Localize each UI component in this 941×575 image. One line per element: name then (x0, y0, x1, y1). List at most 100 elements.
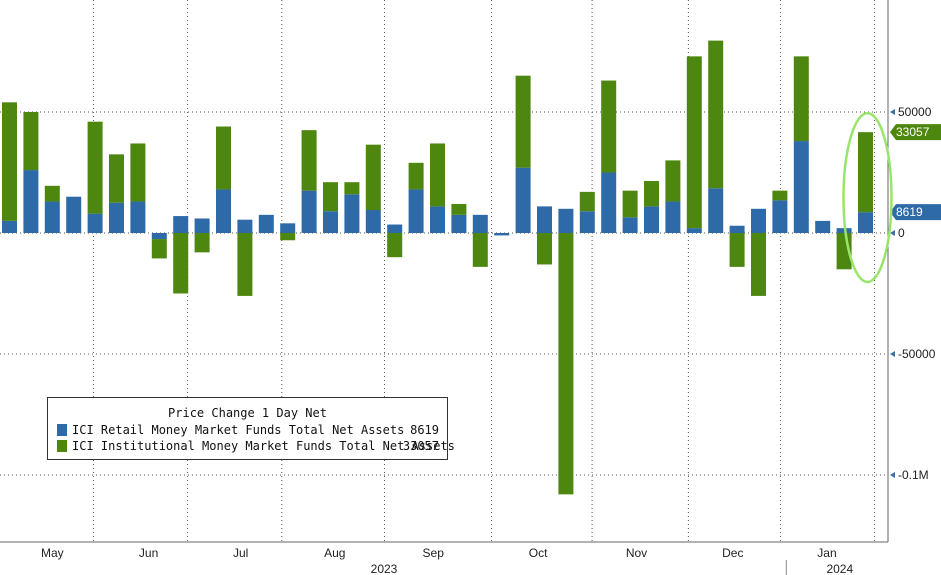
retail-bar (665, 201, 681, 233)
retail-bar (729, 225, 745, 233)
x-month-label: Dec (722, 546, 743, 560)
institutional-bar (365, 144, 381, 211)
institutional-bar (173, 233, 189, 294)
institutional-bar (665, 160, 681, 202)
institutional-bar (87, 121, 103, 214)
retail-bar (408, 189, 424, 233)
bars (2, 40, 873, 495)
institutional-bar (2, 102, 17, 221)
y-tick-label: -50000 (898, 347, 936, 361)
retail-swatch (57, 424, 67, 436)
institutional-bar (109, 154, 124, 203)
y-tick-label: 0 (898, 226, 905, 240)
legend-value-institutional: 33057 (402, 439, 439, 453)
retail-bar (686, 228, 702, 233)
y-tick-label: -0.1M (898, 468, 929, 482)
institutional-bar (708, 40, 724, 189)
retail-bar (451, 214, 467, 233)
institutional-bar (344, 182, 360, 195)
retail-bar (537, 206, 552, 233)
institutional-bar (44, 185, 60, 202)
institutional-bar (751, 233, 766, 296)
retail-bar (558, 208, 574, 233)
y-tick-marker (890, 351, 895, 357)
institutional-swatch (57, 440, 67, 452)
institutional-bar (472, 233, 488, 267)
legend-entry-institutional: ICI Institutional Money Market Funds Tot… (57, 439, 455, 454)
institutional-bar (601, 80, 617, 173)
x-month-label: Sep (423, 546, 445, 560)
y-tick-marker (890, 230, 895, 236)
retail-bar (44, 201, 60, 233)
institutional-bar (216, 126, 231, 190)
annotations: 8619 33057 (842, 111, 941, 284)
retail-bar (858, 212, 873, 233)
institutional-bar (23, 112, 39, 171)
retail-bar (772, 200, 788, 233)
institutional-bar (558, 233, 574, 495)
legend: Price Change 1 Day Net ICI Retail Money … (47, 397, 455, 460)
retail-bar (708, 188, 724, 233)
institutional-bar (323, 182, 338, 212)
x-year-label: 2024 (826, 562, 853, 575)
retail-bar (815, 220, 831, 233)
retail-bar (751, 208, 766, 233)
retail-bar (793, 141, 809, 233)
institutional-bar (515, 75, 531, 168)
retail-bar (280, 223, 296, 233)
retail-bar (66, 196, 82, 233)
retail-bar (644, 206, 659, 233)
y-tick-marker (890, 109, 895, 115)
institutional-bar (451, 203, 467, 215)
y-tick-marker (890, 472, 895, 478)
x-month-label: Nov (626, 546, 647, 560)
retail-bar (173, 216, 189, 233)
x-month-label: Jun (139, 546, 158, 560)
retail-bar (23, 170, 39, 233)
institutional-bar (729, 233, 745, 267)
legend-label-institutional: ICI Institutional Money Market Funds Tot… (72, 439, 455, 453)
institutional-bar (301, 130, 317, 191)
institutional-bar (130, 143, 146, 202)
retail-bar (323, 211, 338, 233)
retail-bar (87, 213, 103, 233)
institutional-bar (537, 233, 552, 265)
institutional-bar (793, 56, 809, 142)
institutional-bar (430, 143, 445, 207)
institutional-bar (280, 233, 296, 241)
retail-bar (494, 233, 510, 236)
institutional-bar (387, 233, 403, 258)
institutional-bar (408, 162, 424, 190)
retail-bar (387, 224, 403, 233)
retail-bar (601, 172, 617, 233)
retail-bar (301, 190, 317, 233)
institutional-bar (622, 190, 638, 218)
legend-entry-retail: ICI Retail Money Market Funds Total Net … (57, 423, 439, 438)
institutional-last-value-tag (890, 124, 941, 141)
institutional-bar (151, 239, 167, 259)
retail-bar (365, 210, 381, 233)
retail-bar (237, 219, 253, 233)
x-month-label: Jan (817, 546, 836, 560)
retail-last-value-tag (890, 204, 941, 221)
legend-title: Price Change 1 Day Net (168, 406, 327, 420)
retail-bar (515, 167, 531, 233)
retail-bar (130, 201, 146, 233)
institutional-bar (686, 56, 702, 229)
retail-bar (472, 214, 488, 233)
retail-bar (109, 202, 124, 233)
institutional-bar (772, 190, 788, 201)
retail-bar (344, 194, 360, 233)
retail-bar (258, 214, 274, 233)
retail-last-value-label: 8619 (896, 205, 923, 219)
institutional-last-value-label: 33057 (896, 125, 930, 139)
institutional-bar (237, 233, 253, 296)
institutional-bar (644, 180, 659, 207)
x-year-label: 2023 (371, 562, 398, 575)
retail-bar (579, 211, 595, 233)
x-month-label: Aug (324, 546, 345, 560)
legend-value-retail: 8619 (410, 423, 439, 437)
retail-bar (2, 220, 17, 233)
x-month-label: May (41, 546, 64, 560)
